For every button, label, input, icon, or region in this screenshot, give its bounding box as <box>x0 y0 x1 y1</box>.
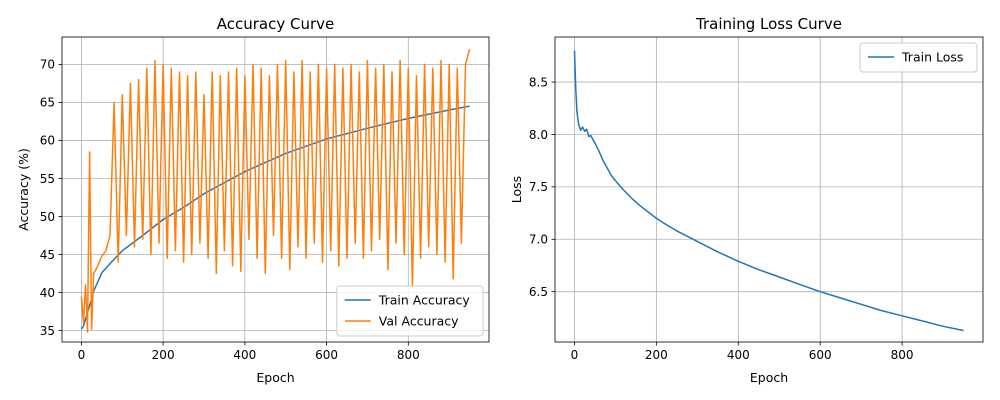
chart-title: Training Loss Curve <box>695 15 842 33</box>
y-tick-label: 8.5 <box>529 75 548 89</box>
axes-frame <box>554 36 984 343</box>
series-line-val-accuracy <box>80 49 471 333</box>
y-tick-label: 6.5 <box>529 285 548 299</box>
y-tick-label: 35 <box>40 324 55 338</box>
y-tick-label: 7.0 <box>529 233 548 247</box>
axes-frame <box>61 36 490 343</box>
y-tick-label: 70 <box>40 58 55 72</box>
grid <box>62 37 489 342</box>
x-tick-label: 800 <box>891 348 914 362</box>
y-tick-label: 65 <box>40 96 55 110</box>
x-tick-label: 600 <box>809 348 832 362</box>
y-axis-label: Accuracy (%) <box>16 148 31 231</box>
series-group <box>573 50 964 332</box>
y-tick-label: 60 <box>40 134 55 148</box>
x-axis-label: Epoch <box>256 370 294 385</box>
x-tick-label: 0 <box>78 348 86 362</box>
chart-panel-2: 0 200 400 600 800 6.5 7.0 7.5 8.0 8.5 Training Los… <box>509 15 984 385</box>
y-tick-label: 55 <box>40 172 55 186</box>
legend: Train Accuracy Val Accuracy <box>336 285 484 337</box>
legend-label: Train Loss <box>901 50 963 65</box>
chart-title: Accuracy Curve <box>217 15 335 33</box>
ticks: 0 200 400 600 800 6.5 7.0 7.5 8.0 8.5 <box>529 75 914 362</box>
legend-box <box>336 285 484 337</box>
x-tick-label: 0 <box>571 348 579 362</box>
y-axis-label: Loss <box>509 176 524 203</box>
x-tick-label: 600 <box>315 348 338 362</box>
y-tick-label: 40 <box>40 286 55 300</box>
x-tick-label: 400 <box>233 348 256 362</box>
y-tick-label: 8.0 <box>529 128 548 142</box>
series-line-train-accuracy <box>80 105 470 330</box>
x-tick-label: 800 <box>397 348 420 362</box>
series-line-train-loss <box>573 50 964 332</box>
grid <box>555 37 983 342</box>
legend-box <box>859 42 978 73</box>
legend: Train Loss <box>859 42 978 73</box>
x-axis-label: Epoch <box>750 370 788 385</box>
x-tick-label: 200 <box>645 348 668 362</box>
legend-label: Val Accuracy <box>379 314 459 329</box>
y-tick-label: 45 <box>40 248 55 262</box>
x-tick-label: 200 <box>152 348 175 362</box>
series-group <box>80 49 471 333</box>
legend-label: Train Accuracy <box>378 293 471 308</box>
y-tick-label: 7.5 <box>529 180 548 194</box>
ticks: 0 200 400 600 800 35 40 45 50 55 60 65 70 <box>40 58 420 362</box>
x-tick-label: 400 <box>727 348 750 362</box>
chart-panel-1: 0 200 400 600 800 35 40 45 50 55 60 65 70 Accuracy Cu… <box>16 15 490 385</box>
y-tick-label: 50 <box>40 210 55 224</box>
